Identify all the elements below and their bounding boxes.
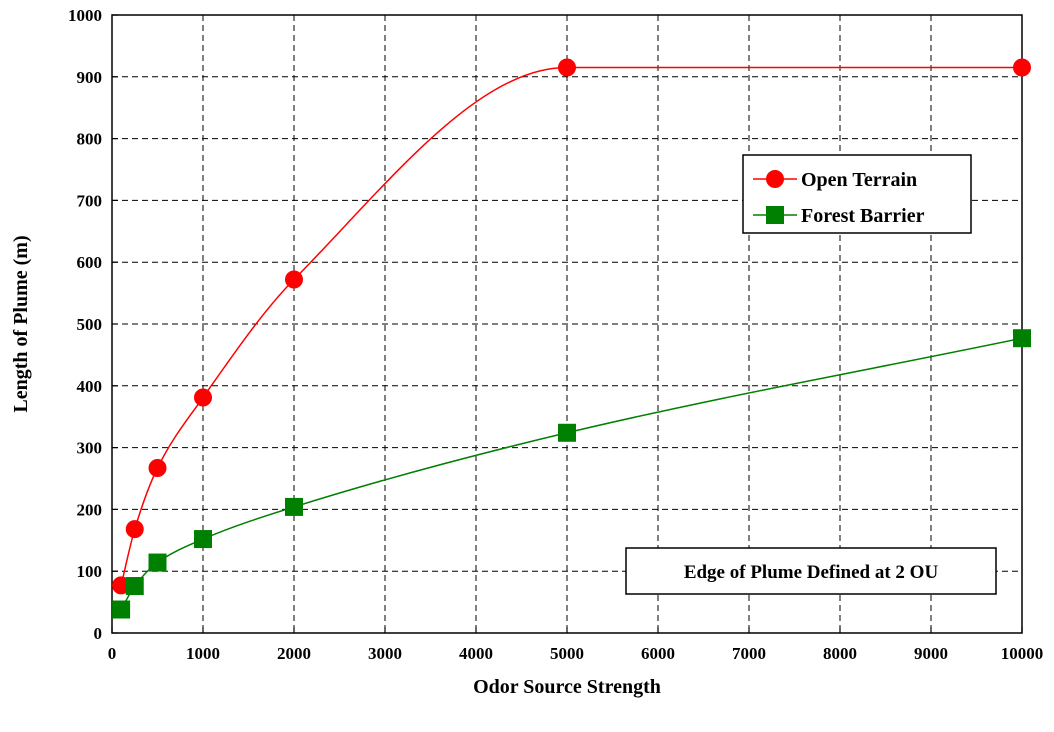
forest-barrier-point-2 xyxy=(148,553,167,572)
x-tick-label-6: 6000 xyxy=(641,644,675,663)
y-tick-label-2: 200 xyxy=(77,500,103,519)
legend-open-terrain-marker xyxy=(766,170,784,188)
open-terrain-point-6 xyxy=(1013,58,1031,77)
open-terrain-point-1 xyxy=(125,520,144,539)
x-tick-label-5: 5000 xyxy=(550,644,584,663)
y-tick-label-8: 800 xyxy=(77,130,103,149)
open-terrain-point-5 xyxy=(558,58,576,77)
x-tick-label-7: 7000 xyxy=(732,644,766,663)
y-tick-label-6: 600 xyxy=(77,253,103,272)
legend-forest-barrier-label: Forest Barrier xyxy=(801,205,925,227)
x-tick-label-10: 10000 xyxy=(1001,644,1044,663)
legend: Open Terrain Forest Barrier xyxy=(742,154,972,234)
annotation-text: Edge of Plume Defined at 2 OU xyxy=(684,562,939,583)
axis-ticks: 0 1000 2000 3000 4000 5000 6000 7000 8000 9000 100… xyxy=(68,6,1043,663)
legend-open-terrain-label: Open Terrain xyxy=(801,169,917,191)
x-tick-label-0: 0 xyxy=(108,644,117,663)
forest-barrier-point-0 xyxy=(112,600,131,619)
markers xyxy=(112,58,1031,619)
open-terrain-line xyxy=(120,66,1022,586)
y-tick-label-5: 500 xyxy=(77,315,103,334)
open-terrain-point-2 xyxy=(148,458,167,477)
annotation-frame xyxy=(625,547,997,595)
y-tick-label-3: 300 xyxy=(77,439,103,458)
x-axis-title: Odor Source Strength xyxy=(473,676,661,698)
x-tick-label-1: 1000 xyxy=(186,644,220,663)
series-layer xyxy=(120,66,1023,610)
legend-forest-barrier-marker xyxy=(766,206,784,224)
forest-barrier-point-3 xyxy=(194,530,212,549)
forest-barrier-point-5 xyxy=(558,423,576,442)
y-tick-label-10: 1000 xyxy=(68,6,102,25)
open-terrain-point-3 xyxy=(194,388,212,407)
forest-barrier-point-6 xyxy=(1013,329,1031,348)
x-tick-label-8: 8000 xyxy=(823,644,857,663)
x-tick-label-9: 9000 xyxy=(914,644,948,663)
x-tick-label-4: 4000 xyxy=(459,644,493,663)
annotation-box: Edge of Plume Defined at 2 OU xyxy=(625,547,997,595)
x-tick-label-2: 2000 xyxy=(277,644,311,663)
grid xyxy=(112,15,1022,633)
forest-barrier-point-1 xyxy=(125,577,144,596)
y-tick-label-1: 100 xyxy=(77,562,103,581)
y-tick-label-4: 400 xyxy=(77,377,103,396)
y-axis-title: Length of Plume (m) xyxy=(10,235,32,412)
x-tick-label-3: 3000 xyxy=(368,644,402,663)
forest-barrier-point-4 xyxy=(285,497,303,516)
open-terrain-point-4 xyxy=(285,270,303,289)
y-tick-label-0: 0 xyxy=(94,624,103,643)
y-tick-label-7: 700 xyxy=(77,191,103,210)
y-tick-label-9: 900 xyxy=(77,68,103,87)
